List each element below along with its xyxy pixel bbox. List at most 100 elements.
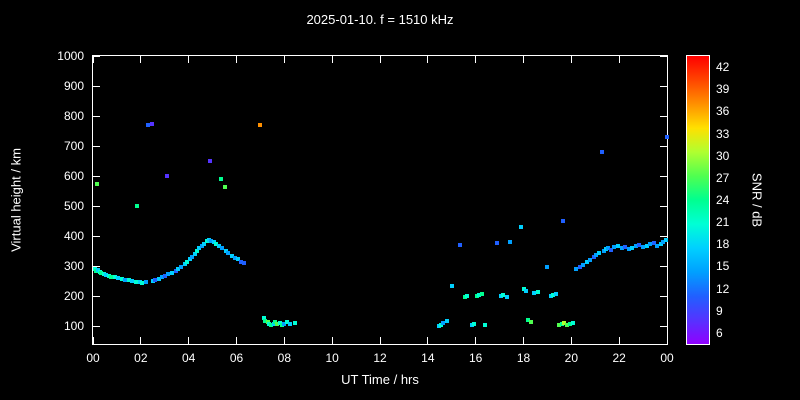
data-point <box>626 247 631 252</box>
data-point <box>235 257 240 262</box>
data-point <box>630 246 635 250</box>
data-point <box>479 291 484 296</box>
data-point <box>288 322 293 327</box>
data-point <box>233 255 238 260</box>
data-point <box>559 322 564 327</box>
colorbar-tick-label: 15 <box>716 259 730 274</box>
x-tick-label: 16 <box>468 351 483 365</box>
data-point <box>160 275 165 280</box>
data-point <box>284 320 289 325</box>
data-point <box>197 246 202 250</box>
x-tickmark-top <box>236 56 237 63</box>
data-point <box>275 322 280 327</box>
data-point <box>528 319 533 324</box>
y-tick-label: 700 <box>63 139 84 153</box>
x-tickmark-top <box>283 56 285 63</box>
colorbar-label: SNR / dB <box>749 172 765 228</box>
data-point <box>202 241 207 246</box>
data-point <box>95 181 100 186</box>
data-point <box>612 245 617 250</box>
y-tick-label: 400 <box>63 229 84 243</box>
x-tickmark-top <box>666 56 668 63</box>
y-axis-label: Virtual height / km <box>8 148 24 252</box>
x-tickmark <box>379 337 381 344</box>
y-tickmark <box>93 145 100 147</box>
data-point <box>239 259 244 264</box>
y-tickmark <box>93 205 100 207</box>
data-point <box>633 244 638 249</box>
data-point <box>581 262 586 267</box>
colorbar-tick-label: 39 <box>716 82 730 97</box>
x-tickmark <box>283 337 285 344</box>
y-tickmark <box>93 115 100 117</box>
data-point <box>282 321 287 326</box>
data-point <box>441 321 446 325</box>
colorbar-tick-label: 42 <box>716 60 730 75</box>
colorbar-tick-label: 9 <box>716 303 723 318</box>
x-tickmark <box>618 337 620 344</box>
data-point <box>592 255 597 259</box>
data-point <box>166 272 171 277</box>
data-point <box>95 267 100 272</box>
y-tick-label: 800 <box>63 109 84 123</box>
colorbar-tick-label: 33 <box>716 126 730 141</box>
y-tickmark-right <box>660 175 667 177</box>
data-point <box>214 241 219 246</box>
x-tickmark-top <box>475 56 477 63</box>
data-point <box>560 219 565 223</box>
data-point <box>601 249 606 253</box>
data-point <box>146 123 150 127</box>
x-tickmark-top <box>523 56 524 63</box>
data-point <box>470 323 475 328</box>
y-tickmark <box>93 295 100 297</box>
y-tick-label: 500 <box>63 199 84 213</box>
y-tickmark <box>93 265 100 267</box>
y-tickmark <box>93 55 100 57</box>
data-point <box>123 277 128 282</box>
data-point <box>204 239 209 244</box>
x-axis-label: UT Time / hrs <box>341 372 419 387</box>
data-point <box>216 243 221 248</box>
data-point <box>183 261 188 266</box>
data-point <box>588 258 593 262</box>
data-point <box>549 294 553 298</box>
data-point <box>498 294 503 298</box>
x-tick-label: 00 <box>86 351 100 365</box>
data-point <box>655 243 660 248</box>
x-tickmark <box>475 337 477 344</box>
x-tickmark-top <box>618 56 620 63</box>
data-point <box>116 276 121 280</box>
data-point <box>149 122 154 127</box>
data-point <box>458 243 463 247</box>
y-tick-label: 1000 <box>57 49 84 63</box>
colorbar-tick-label: 6 <box>716 325 723 340</box>
data-point <box>664 135 669 139</box>
data-point <box>269 322 274 327</box>
data-point <box>179 264 184 269</box>
data-point <box>266 321 271 326</box>
y-tick-label: 100 <box>63 319 84 333</box>
data-point <box>474 294 479 298</box>
data-point <box>477 292 482 297</box>
data-point <box>262 315 266 320</box>
x-tick-label: 10 <box>325 351 339 365</box>
data-point <box>444 318 449 323</box>
y-tick-label: 900 <box>63 79 84 93</box>
colorbar-tick-label: 21 <box>716 215 730 230</box>
data-point <box>140 280 145 285</box>
data-point <box>223 249 228 253</box>
data-point <box>661 240 666 244</box>
data-point <box>568 322 573 327</box>
x-tickmark-top <box>188 56 190 63</box>
y-tickmark-right <box>660 295 667 297</box>
data-point <box>641 244 646 249</box>
colorbar-tick-label: 30 <box>716 148 730 163</box>
x-tickmark <box>570 337 572 344</box>
data-point <box>637 243 642 247</box>
data-point <box>199 243 204 248</box>
y-tickmark <box>93 85 100 87</box>
data-point <box>272 320 277 325</box>
x-tickmark-top <box>379 56 381 63</box>
colorbar-tick-label: 27 <box>716 170 730 185</box>
